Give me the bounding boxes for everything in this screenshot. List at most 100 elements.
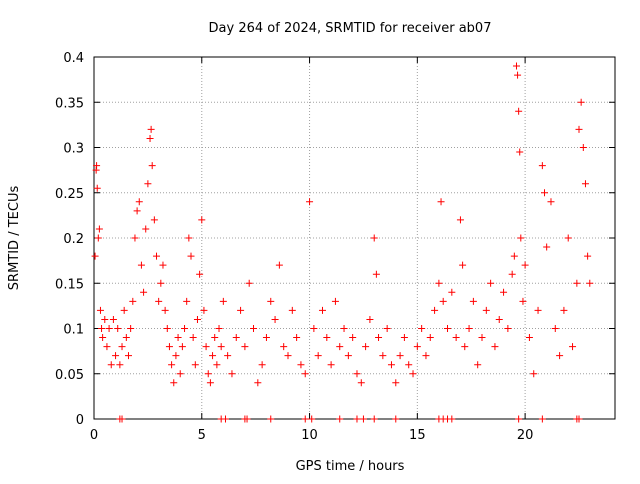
data-point [500, 288, 508, 296]
data-point [362, 343, 370, 351]
data-point [482, 306, 490, 314]
y-tick-label: 0.1 [63, 323, 84, 338]
data-point [426, 334, 434, 342]
data-point [344, 352, 352, 360]
data-point [150, 216, 158, 224]
data-point [157, 279, 165, 287]
data-point [517, 234, 525, 242]
data-point [153, 252, 161, 260]
data-point [228, 370, 236, 378]
data-point [114, 325, 122, 332]
data-point [547, 198, 555, 206]
data-point [530, 370, 538, 378]
data-point [91, 252, 99, 260]
data-point [129, 297, 137, 305]
data-point [224, 352, 232, 360]
data-point [198, 216, 206, 224]
data-point [267, 297, 275, 305]
data-point [318, 306, 326, 314]
data-point [323, 334, 331, 342]
data-point [577, 98, 585, 106]
data-point [135, 198, 143, 206]
data-point [301, 370, 309, 378]
x-tick-label: 5 [198, 428, 206, 443]
data-point [155, 297, 163, 305]
data-point [515, 415, 523, 423]
y-tick-label: 0 [76, 413, 84, 428]
data-point [437, 198, 445, 206]
data-point [204, 370, 212, 378]
data-point [392, 415, 400, 423]
data-point [211, 334, 219, 342]
data-point [474, 361, 482, 369]
data-point [551, 325, 559, 332]
y-tick-label: 0.2 [63, 232, 84, 247]
x-axis-label: GPS time / hours [296, 459, 405, 474]
data-point [163, 325, 171, 332]
data-point [232, 334, 240, 342]
data-point [103, 343, 111, 351]
y-tick-label: 0.4 [63, 51, 84, 66]
data-point [340, 325, 348, 332]
data-point [469, 297, 477, 305]
data-point [237, 306, 245, 314]
data-point [258, 361, 266, 369]
data-point [144, 180, 152, 188]
data-point [314, 352, 322, 360]
data-points [91, 62, 594, 423]
data-point [465, 325, 473, 332]
data-point [575, 125, 583, 133]
data-point [161, 306, 169, 314]
data-point [206, 379, 214, 387]
data-point [525, 334, 533, 342]
data-point [172, 352, 180, 360]
data-point [148, 162, 156, 170]
data-point [191, 361, 199, 369]
data-point [209, 352, 217, 360]
data-point [579, 144, 587, 151]
data-point [288, 306, 296, 314]
data-point [514, 71, 522, 79]
data-point [564, 234, 572, 242]
data-point [101, 315, 109, 323]
data-point [185, 234, 193, 242]
data-point [146, 134, 154, 142]
data-point [189, 334, 197, 342]
x-tick-label: 10 [301, 428, 318, 443]
data-point [586, 279, 594, 287]
data-point [93, 184, 101, 192]
data-point [349, 334, 357, 342]
data-point [109, 315, 117, 323]
data-point [512, 62, 520, 70]
data-point [534, 306, 542, 314]
data-point [133, 207, 141, 215]
data-point [99, 334, 107, 342]
data-point [301, 415, 309, 423]
data-point [487, 279, 495, 287]
data-point [202, 343, 210, 351]
data-point [93, 162, 101, 170]
y-tick-label: 0.35 [55, 96, 84, 111]
data-point [519, 297, 527, 305]
data-point [187, 252, 195, 260]
data-point [405, 361, 413, 369]
data-point [379, 352, 387, 360]
data-point [543, 243, 551, 251]
data-point [375, 334, 383, 342]
data-point [140, 288, 148, 296]
data-point [118, 415, 126, 423]
data-point [396, 352, 404, 360]
data-point [357, 379, 365, 387]
data-point [168, 361, 176, 369]
data-point [127, 325, 135, 332]
data-point [193, 315, 201, 323]
x-tick-label: 0 [90, 428, 98, 443]
data-point [96, 306, 104, 314]
data-point [147, 125, 155, 133]
data-point [293, 334, 301, 342]
data-point [495, 315, 503, 323]
data-point [213, 361, 221, 369]
data-point [413, 343, 421, 351]
data-point [359, 415, 367, 423]
data-point [310, 325, 318, 332]
